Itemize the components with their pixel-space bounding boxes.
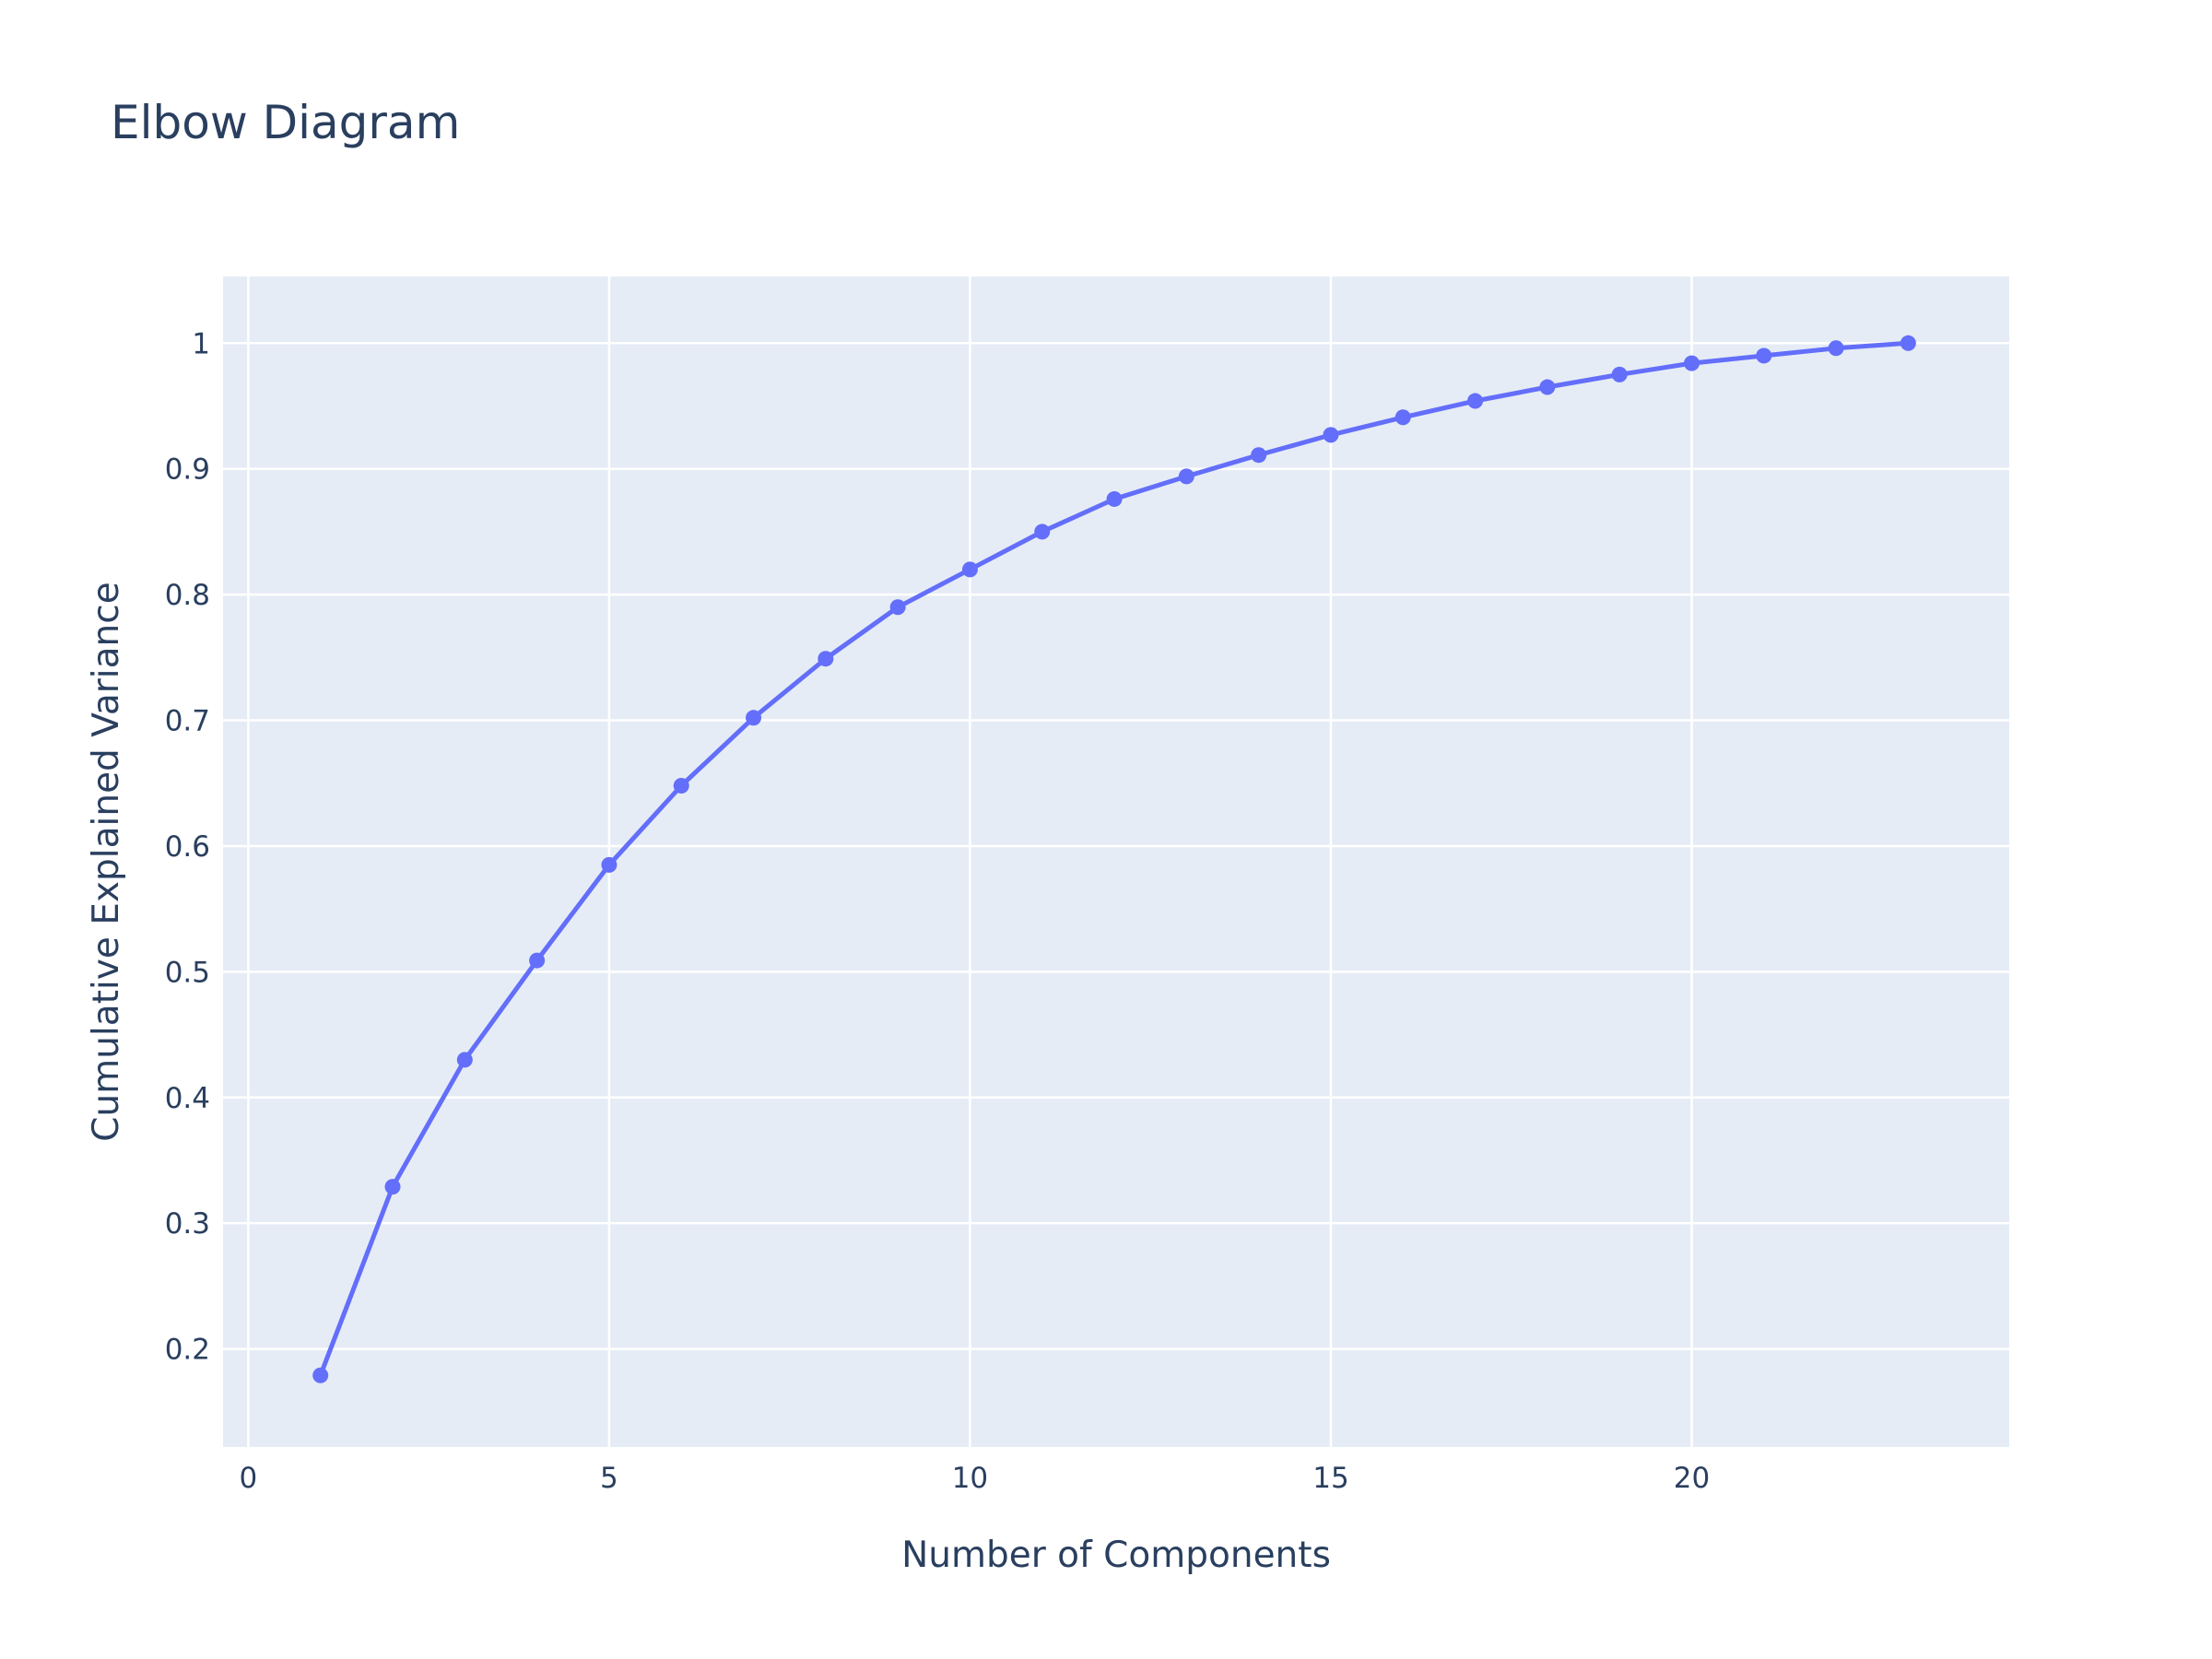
data-point [889, 599, 906, 616]
data-point [1394, 409, 1411, 426]
y-tick-label: 0.7 [165, 705, 210, 738]
y-axis-title: Cumulative Explained Variance [86, 582, 127, 1141]
data-point [1467, 393, 1484, 409]
data-point [1034, 524, 1051, 540]
x-tick-label: 10 [952, 1462, 988, 1495]
y-tick-label: 0.3 [165, 1207, 210, 1241]
data-point [746, 710, 762, 726]
data-point [1323, 427, 1339, 443]
data-point [601, 856, 618, 873]
data-point [312, 1367, 329, 1383]
x-axis-title: Number of Components [901, 1535, 1331, 1576]
data-point [1539, 379, 1556, 395]
data-point [1828, 340, 1844, 357]
y-tick-label: 1 [192, 327, 210, 360]
data-point [1106, 490, 1123, 507]
data-point [1900, 335, 1916, 351]
data-point [456, 1052, 473, 1068]
series-points [312, 335, 1916, 1383]
data-point [384, 1179, 401, 1195]
data-point [961, 561, 978, 578]
data-point [1251, 447, 1267, 464]
x-tick-label: 15 [1312, 1462, 1348, 1495]
y-gridlines [223, 342, 2009, 1350]
x-gridlines [247, 276, 1693, 1447]
data-point [1756, 347, 1772, 364]
y-tick-label: 0.5 [165, 956, 210, 989]
data-point [529, 952, 546, 969]
x-tick-label: 0 [240, 1462, 258, 1495]
x-tick-label: 5 [600, 1462, 618, 1495]
data-point [1683, 355, 1700, 371]
data-point [673, 777, 689, 794]
y-tick-label: 0.2 [165, 1334, 210, 1367]
plot-area [223, 276, 2009, 1447]
chart-title: Elbow Diagram [111, 96, 460, 149]
y-tick-label: 0.6 [165, 830, 210, 864]
y-tick-label: 0.8 [165, 579, 210, 612]
y-tick-label: 0.9 [165, 453, 210, 487]
y-tick-labels: 0.2 0.3 0.4 0.5 0.6 0.7 0.8 0.9 1 [165, 327, 210, 1366]
x-tick-label: 20 [1674, 1462, 1710, 1495]
data-point [818, 651, 834, 667]
data-point [1611, 366, 1628, 382]
data-point [1178, 468, 1194, 485]
y-tick-label: 0.4 [165, 1082, 210, 1115]
x-tick-labels: 0 5 10 15 20 [240, 1462, 1711, 1495]
